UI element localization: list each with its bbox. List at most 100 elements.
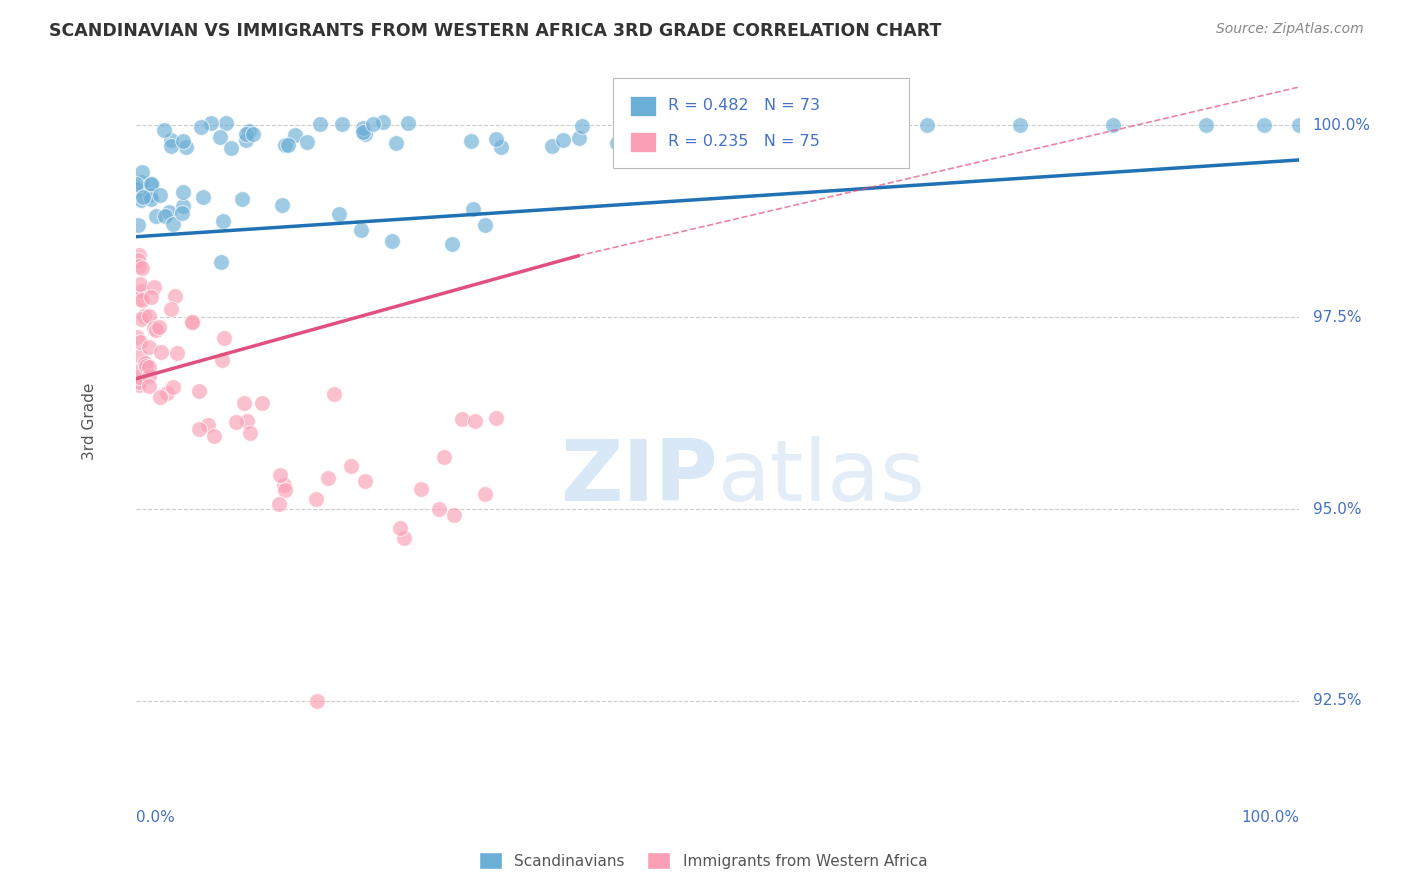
Point — [156, 385, 179, 400]
Point — [1195, 119, 1218, 133]
Text: ZIP: ZIP — [560, 436, 717, 519]
Point — [149, 390, 172, 404]
Point — [491, 140, 513, 154]
Point — [328, 207, 350, 221]
Point — [1288, 119, 1310, 133]
Point — [221, 140, 243, 154]
Text: 0.0%: 0.0% — [136, 810, 176, 825]
Point — [353, 475, 375, 489]
Point — [541, 139, 564, 153]
Point — [353, 127, 375, 141]
Point — [172, 185, 194, 199]
Point — [352, 125, 374, 139]
Point — [238, 123, 260, 137]
Point — [553, 133, 575, 147]
Point — [131, 164, 153, 178]
Point — [464, 414, 486, 428]
Text: 92.5%: 92.5% — [1313, 693, 1361, 708]
Point — [381, 234, 404, 248]
Point — [1101, 119, 1123, 133]
Point — [131, 284, 153, 298]
Point — [474, 486, 496, 500]
Point — [232, 396, 254, 410]
FancyBboxPatch shape — [630, 96, 657, 116]
Point — [163, 289, 186, 303]
Point — [138, 309, 160, 323]
Point — [350, 223, 373, 237]
Point — [131, 312, 153, 326]
Point — [474, 218, 496, 232]
Point — [128, 349, 150, 363]
Point — [162, 217, 184, 231]
Point — [389, 521, 412, 535]
Point — [157, 204, 180, 219]
Point — [160, 301, 183, 316]
Point — [239, 426, 262, 441]
Point — [127, 330, 149, 344]
Text: 95.0%: 95.0% — [1313, 501, 1361, 516]
Point — [212, 213, 235, 227]
Point — [172, 206, 194, 220]
Point — [128, 248, 150, 262]
Text: 3rd Grade: 3rd Grade — [83, 382, 97, 459]
Point — [427, 502, 450, 516]
Point — [606, 136, 628, 151]
Point — [461, 202, 484, 216]
Point — [142, 321, 165, 335]
Text: R = 0.482   N = 73: R = 0.482 N = 73 — [668, 98, 820, 113]
Point — [284, 128, 307, 143]
Point — [235, 128, 257, 142]
Point — [139, 290, 162, 304]
Point — [128, 375, 150, 389]
Point — [138, 369, 160, 384]
Point — [211, 353, 233, 368]
Text: SCANDINAVIAN VS IMMIGRANTS FROM WESTERN AFRICA 3RD GRADE CORRELATION CHART: SCANDINAVIAN VS IMMIGRANTS FROM WESTERN … — [49, 22, 942, 40]
Point — [485, 410, 508, 425]
Point — [152, 123, 174, 137]
Point — [131, 261, 153, 276]
Point — [460, 134, 482, 148]
Point — [305, 694, 328, 708]
Point — [274, 138, 297, 153]
Point — [823, 119, 845, 133]
Point — [132, 190, 155, 204]
Point — [209, 129, 232, 144]
Point — [274, 483, 297, 497]
Point — [128, 335, 150, 350]
Point — [305, 491, 328, 506]
Point — [409, 482, 432, 496]
Point — [129, 193, 152, 207]
Point — [363, 117, 385, 131]
Point — [340, 459, 363, 474]
Point — [138, 359, 160, 374]
Point — [159, 133, 181, 147]
Point — [132, 310, 155, 324]
Point — [322, 387, 344, 401]
Point — [138, 340, 160, 354]
Point — [209, 254, 232, 268]
Point — [134, 356, 156, 370]
Point — [225, 415, 247, 429]
Point — [235, 133, 257, 147]
Point — [396, 116, 419, 130]
Point — [440, 237, 463, 252]
FancyBboxPatch shape — [613, 78, 910, 168]
Point — [394, 531, 416, 545]
Point — [148, 320, 170, 334]
Point — [451, 412, 474, 426]
Point — [316, 471, 339, 485]
Point — [159, 138, 181, 153]
Point — [568, 131, 591, 145]
Point — [145, 209, 167, 223]
Point — [443, 508, 465, 522]
Point — [330, 117, 353, 131]
Point — [200, 115, 222, 129]
Legend: Scandinavians, Immigrants from Western Africa: Scandinavians, Immigrants from Western A… — [472, 846, 934, 875]
Point — [787, 119, 810, 133]
Point — [187, 384, 209, 398]
Point — [188, 422, 211, 436]
Point — [215, 116, 238, 130]
Point — [172, 134, 194, 148]
Text: atlas: atlas — [717, 436, 925, 519]
Point — [308, 117, 330, 131]
